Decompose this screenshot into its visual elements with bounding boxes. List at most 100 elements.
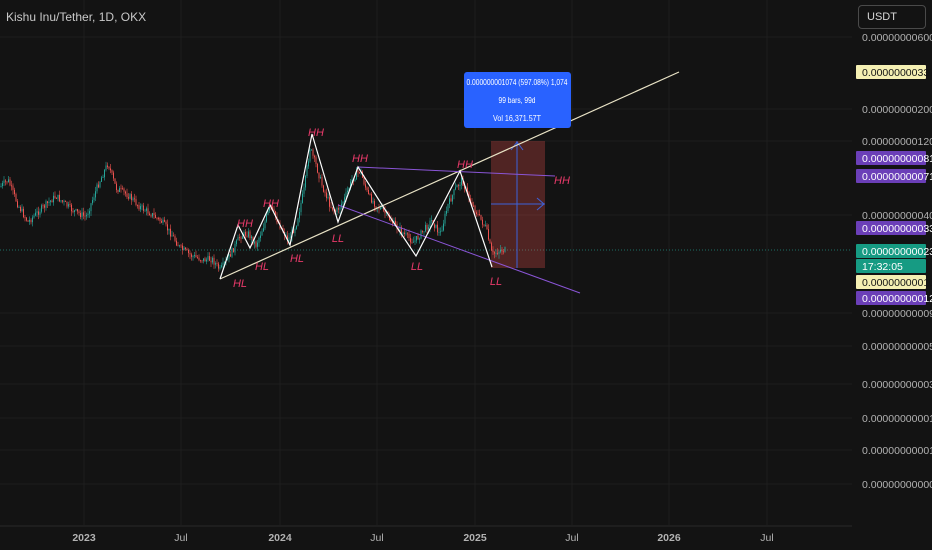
candle-body <box>71 204 72 212</box>
candle-body <box>221 265 222 268</box>
candle-body <box>444 213 446 224</box>
candle-body <box>453 189 455 196</box>
candle-body <box>443 223 444 231</box>
pattern-label: HH <box>308 127 324 139</box>
candle-body <box>86 215 87 217</box>
candle-body <box>23 208 24 218</box>
candle-body <box>17 201 18 208</box>
pattern-label: HH <box>263 198 279 210</box>
candle-body <box>132 198 134 201</box>
candle-body <box>341 203 342 208</box>
candle-body <box>179 245 180 247</box>
price-tag-box <box>856 244 926 258</box>
time-axis[interactable]: 2023 Jul 2024 Jul 2025 Jul 2026 Jul <box>0 525 852 544</box>
candle-body <box>290 236 291 238</box>
candle-body <box>504 247 506 252</box>
candle-body <box>383 207 384 211</box>
time-tick: Jul <box>174 532 187 544</box>
candle-body <box>314 155 315 158</box>
candle-body <box>495 253 497 254</box>
candle-body <box>89 211 90 214</box>
currency-selector[interactable]: USDT <box>858 5 926 29</box>
candle-body <box>96 184 98 192</box>
candle-body <box>311 149 312 151</box>
pattern-labels: HH HH HH HH HH HH HL HL HL LL LL LL <box>233 127 570 290</box>
candle-body <box>308 161 309 167</box>
candle-body <box>348 188 350 191</box>
candle-body <box>74 210 75 213</box>
candle-body <box>218 263 219 269</box>
price-tag: 0.000000000122 <box>862 293 932 305</box>
candle-body <box>335 210 336 212</box>
candle-body <box>327 197 329 199</box>
candle-body <box>416 236 417 241</box>
candle-body <box>423 231 425 233</box>
candle-body <box>210 260 212 263</box>
candle-body <box>381 207 383 209</box>
candle-body <box>450 198 452 202</box>
candle-body <box>375 206 377 208</box>
candle-body <box>93 197 95 201</box>
price-tag: 0.000000000232 <box>862 246 932 258</box>
time-tick: 2025 <box>463 532 487 544</box>
symbol-title[interactable]: Kishu Inu/Tether, 1D, OKX <box>6 10 147 24</box>
candle-body <box>315 157 317 164</box>
candle-body <box>195 255 197 258</box>
candle-body <box>141 205 143 207</box>
candle-body <box>215 263 216 265</box>
candle-body <box>371 194 372 203</box>
candle-body <box>146 208 147 211</box>
candle-body <box>47 201 48 204</box>
candle-body <box>234 244 236 253</box>
candle-body <box>83 212 84 216</box>
candle-body <box>62 200 63 202</box>
candle-body <box>0 186 2 187</box>
pattern-label: HL <box>290 253 304 265</box>
candle-body <box>458 185 459 187</box>
candle-body <box>411 242 413 244</box>
candle-body <box>425 224 426 232</box>
candle-body <box>479 214 480 215</box>
pattern-label: HH <box>237 218 253 230</box>
candle-body <box>447 204 449 211</box>
candle-body <box>363 177 365 185</box>
candle-body <box>351 179 353 182</box>
measure-range-box <box>491 141 545 268</box>
candle-body <box>357 170 359 173</box>
candle-body <box>491 243 492 251</box>
pattern-label: LL <box>411 261 423 273</box>
grid <box>0 0 852 525</box>
candle-body <box>152 213 153 217</box>
price-axis[interactable]: 0.000000006000 0.000000002000 0.0000000012… <box>856 32 932 491</box>
candle-body <box>20 207 21 212</box>
measure-arrow-right <box>536 197 545 211</box>
price-tick: 0.000000000400 <box>862 210 932 222</box>
candle-body <box>168 228 170 231</box>
candle-body <box>257 242 258 247</box>
candle-body <box>231 248 233 257</box>
price-tag: 17:32:05 <box>862 261 903 273</box>
candle-body <box>402 232 404 234</box>
candle-body <box>417 236 419 240</box>
candle-body <box>6 181 8 183</box>
candle-body <box>239 237 240 238</box>
candle-body <box>501 249 503 252</box>
candle-body <box>503 251 504 253</box>
candle-body <box>126 193 128 198</box>
candle-body <box>467 187 468 193</box>
candle-body <box>228 254 230 259</box>
candle-body <box>344 197 345 202</box>
price-tag-box <box>856 259 926 273</box>
candle-body <box>66 201 68 207</box>
candle-body <box>492 250 494 253</box>
price-tag-box <box>856 151 926 165</box>
candle-body <box>117 189 119 192</box>
candle-body <box>323 185 324 192</box>
candle-body <box>102 177 104 179</box>
candle-body <box>33 215 35 218</box>
candle-body <box>230 254 231 257</box>
candle-body <box>81 212 83 218</box>
candle-body <box>138 205 140 210</box>
support-line <box>337 204 581 294</box>
